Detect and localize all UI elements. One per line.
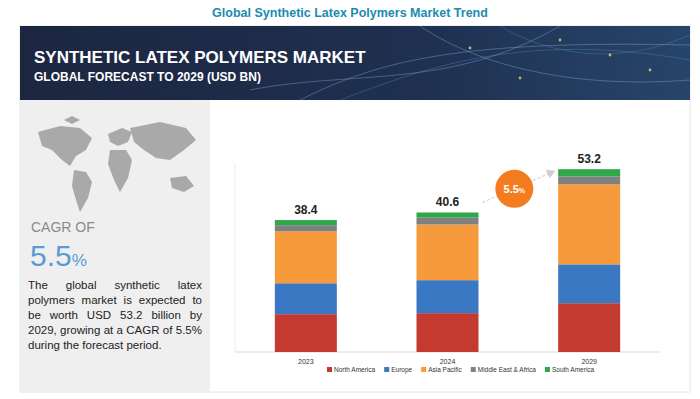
legend-label: South America [552, 366, 595, 373]
total-label: 53.2 [577, 152, 601, 166]
header-subtitle: GLOBAL FORECAST TO 2029 (USD BN) [34, 70, 261, 84]
cagr-bubble-label-unit: % [519, 187, 526, 194]
continent [108, 150, 132, 192]
continent [72, 170, 92, 212]
card-frame [20, 26, 690, 392]
bar-segment [558, 264, 620, 303]
header-curve [340, 49, 690, 100]
legend-swatch [327, 367, 332, 372]
bar-segment [275, 220, 337, 225]
sidebar-panel [20, 100, 210, 392]
bar-segment [558, 303, 620, 352]
continent [64, 116, 80, 124]
bar-segment [417, 313, 479, 352]
header-spark [649, 69, 652, 72]
cagr-label: CAGR OF [31, 219, 95, 235]
total-label: 40.6 [436, 195, 460, 209]
bar-segment [417, 218, 479, 225]
header-spark [469, 47, 472, 50]
cagr-value: 5.5% [30, 239, 87, 272]
bar-segment [275, 231, 337, 283]
x-tick-label: 2023 [298, 358, 314, 365]
header-band [20, 26, 690, 100]
legend-label: Europe [391, 366, 412, 374]
x-tick-label: 2029 [581, 358, 597, 365]
header-spark [519, 77, 522, 80]
y-axis-line [235, 163, 236, 352]
cagr-bubble-label-number: 5.5 [504, 183, 519, 195]
bar-segment [275, 283, 337, 314]
description: The global synthetic latex polymers mark… [28, 278, 202, 353]
header-spark [609, 54, 612, 57]
world-map [38, 116, 196, 212]
legend-swatch [384, 367, 389, 372]
bar-segment [275, 314, 337, 352]
bar-segment [417, 225, 479, 281]
header-curve [420, 26, 690, 82]
continent [108, 128, 132, 146]
legend-label: Asia Pacific [428, 366, 462, 373]
cagr-bubble-label: 5.5% [504, 183, 526, 195]
bar-segment [558, 176, 620, 184]
legend-swatch [421, 367, 426, 372]
bar-segment [417, 280, 479, 313]
header-spark [559, 39, 562, 42]
legend-label: Middle East & Africa [478, 366, 537, 373]
cagr-bubble [495, 170, 533, 208]
bar-segment [558, 184, 620, 264]
cagr-value-unit: % [72, 251, 87, 270]
continent [170, 176, 194, 192]
continent [130, 122, 196, 160]
legend-swatch [471, 367, 476, 372]
continent [38, 126, 92, 166]
header-title: SYNTHETIC LATEX POLYMERS MARKET [34, 48, 366, 67]
bar-segment [275, 225, 337, 231]
cagr-value-number: 5.5 [30, 239, 72, 272]
legend-label: North America [334, 366, 376, 373]
legend: North America Europe Asia Pacific Middle Ea… [327, 366, 595, 374]
bar-segment [558, 169, 620, 176]
legend-swatch [545, 367, 550, 372]
header-curve [500, 26, 690, 54]
bar-segment [417, 212, 479, 217]
page-title: Global Synthetic Latex Polymers Market T… [212, 6, 488, 20]
x-tick-label: 2024 [440, 358, 456, 365]
bars [275, 169, 620, 352]
total-label: 38.4 [294, 203, 318, 217]
